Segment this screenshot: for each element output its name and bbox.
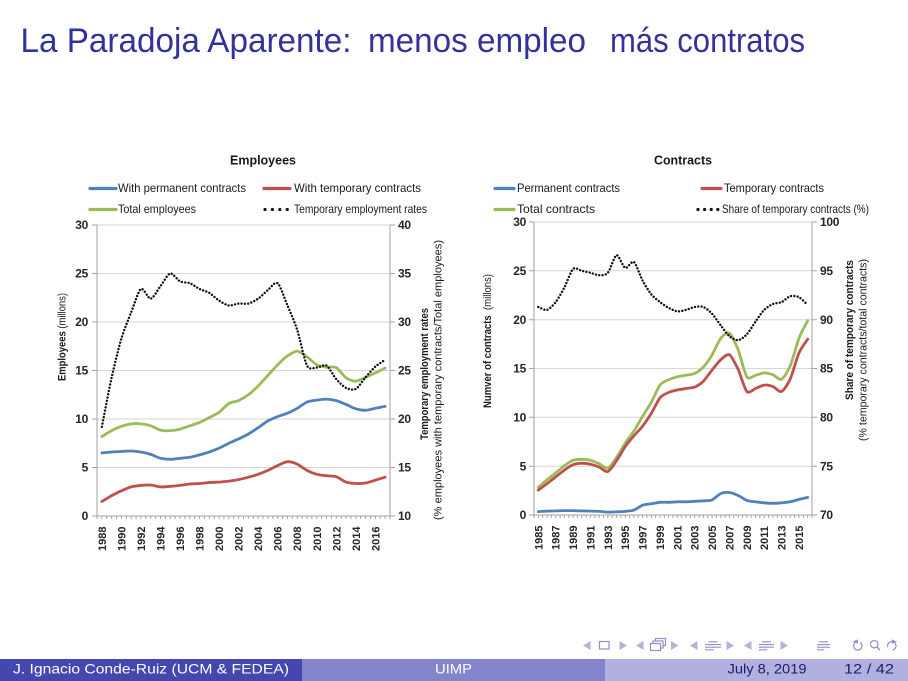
svg-text:40: 40 bbox=[398, 218, 411, 232]
svg-text:1993: 1993 bbox=[603, 526, 615, 550]
svg-text:2016: 2016 bbox=[370, 527, 382, 551]
svg-text:1996: 1996 bbox=[175, 527, 187, 551]
svg-text:Employees: Employees bbox=[230, 153, 296, 168]
svg-text:2009: 2009 bbox=[742, 526, 754, 550]
svg-text:2011: 2011 bbox=[759, 526, 771, 550]
svg-text:2013: 2013 bbox=[777, 526, 789, 550]
svg-text:20: 20 bbox=[513, 313, 526, 327]
svg-text:85: 85 bbox=[820, 362, 833, 376]
svg-text:2008: 2008 bbox=[292, 527, 304, 551]
svg-text:1991: 1991 bbox=[586, 526, 598, 550]
svg-text:Permanent contracts: Permanent contracts bbox=[517, 181, 620, 195]
svg-text:2006: 2006 bbox=[273, 527, 285, 551]
svg-text:2007: 2007 bbox=[725, 526, 737, 550]
svg-text:Numver of contracts (millons): Numver of contracts (millons) bbox=[482, 274, 494, 408]
svg-text:30: 30 bbox=[398, 315, 411, 329]
svg-text:2012: 2012 bbox=[331, 527, 343, 551]
svg-text:5: 5 bbox=[520, 459, 527, 473]
svg-text:July 8, 2019: July 8, 2019 bbox=[728, 661, 807, 677]
svg-text:(% temporary contracts/total c: (% temporary contracts/total contracts) bbox=[858, 259, 870, 441]
svg-text:Share of temporary contracts: Share of temporary contracts bbox=[844, 260, 856, 400]
svg-text:2003: 2003 bbox=[690, 526, 702, 550]
svg-text:(% employees with temporary co: (% employees with temporary contracts/To… bbox=[433, 240, 445, 520]
svg-text:J. Ignacio Conde-Ruiz (UCM & F: J. Ignacio Conde-Ruiz (UCM & FEDEA) bbox=[13, 661, 289, 677]
svg-text:25: 25 bbox=[398, 364, 411, 378]
svg-text:15: 15 bbox=[75, 364, 88, 378]
svg-text:10: 10 bbox=[398, 509, 411, 523]
svg-text:20: 20 bbox=[398, 412, 411, 426]
svg-text:25: 25 bbox=[513, 264, 526, 278]
svg-text:2000: 2000 bbox=[214, 527, 226, 551]
svg-text:20: 20 bbox=[75, 315, 88, 329]
svg-text:25: 25 bbox=[75, 267, 88, 281]
svg-text:30: 30 bbox=[75, 218, 88, 232]
svg-text:Temporary employment rates: Temporary employment rates bbox=[419, 308, 431, 440]
svg-text:With temporary contracts: With temporary contracts bbox=[294, 181, 421, 195]
svg-text:12 / 42: 12 / 42 bbox=[844, 661, 894, 677]
svg-text:Share of temporary contracts (: Share of temporary contracts (%) bbox=[722, 202, 869, 216]
svg-text:2001: 2001 bbox=[672, 526, 684, 550]
svg-text:5: 5 bbox=[82, 461, 89, 475]
svg-text:1988: 1988 bbox=[97, 527, 109, 551]
svg-text:Temporary employment rates: Temporary employment rates bbox=[294, 202, 427, 216]
svg-text:2004: 2004 bbox=[253, 526, 265, 551]
svg-text:75: 75 bbox=[820, 459, 833, 473]
svg-text:2005: 2005 bbox=[707, 526, 719, 550]
svg-text:0: 0 bbox=[82, 509, 89, 523]
svg-text:70: 70 bbox=[820, 508, 833, 522]
svg-text:La Paradoja Aparente:menos emp: La Paradoja Aparente: menos empleo más con… bbox=[21, 22, 806, 60]
svg-text:1992: 1992 bbox=[136, 527, 148, 551]
svg-text:2010: 2010 bbox=[312, 527, 324, 551]
svg-text:1998: 1998 bbox=[195, 527, 207, 551]
svg-text:Contracts: Contracts bbox=[654, 153, 712, 168]
svg-text:1997: 1997 bbox=[638, 526, 650, 550]
svg-text:With permanent contracts: With permanent contracts bbox=[118, 181, 246, 195]
svg-text:2002: 2002 bbox=[234, 527, 246, 551]
svg-text:Temporary contracts: Temporary contracts bbox=[724, 181, 824, 195]
svg-text:95: 95 bbox=[820, 264, 833, 278]
svg-text:15: 15 bbox=[513, 362, 526, 376]
svg-text:2015: 2015 bbox=[794, 526, 806, 550]
svg-text:1999: 1999 bbox=[655, 526, 667, 550]
svg-text:1987: 1987 bbox=[551, 526, 563, 550]
svg-text:10: 10 bbox=[513, 411, 526, 425]
svg-text:1989: 1989 bbox=[568, 526, 580, 550]
svg-text:Employees (millons): Employees (millons) bbox=[57, 293, 69, 381]
svg-text:90: 90 bbox=[820, 313, 833, 327]
svg-text:1995: 1995 bbox=[620, 526, 632, 550]
svg-text:15: 15 bbox=[398, 461, 411, 475]
svg-text:1994: 1994 bbox=[156, 526, 168, 551]
svg-text:1990: 1990 bbox=[116, 527, 128, 551]
svg-text:10: 10 bbox=[75, 412, 88, 426]
svg-text:35: 35 bbox=[398, 267, 411, 281]
svg-text:1985: 1985 bbox=[533, 526, 545, 550]
svg-text:80: 80 bbox=[820, 411, 833, 425]
svg-text:100: 100 bbox=[820, 215, 840, 229]
svg-text:0: 0 bbox=[520, 508, 527, 522]
svg-text:2014: 2014 bbox=[351, 526, 363, 551]
svg-text:Total employees: Total employees bbox=[118, 202, 196, 216]
svg-text:30: 30 bbox=[513, 215, 526, 229]
svg-text:Total contracts: Total contracts bbox=[517, 202, 595, 216]
svg-text:UIMP: UIMP bbox=[435, 661, 472, 677]
